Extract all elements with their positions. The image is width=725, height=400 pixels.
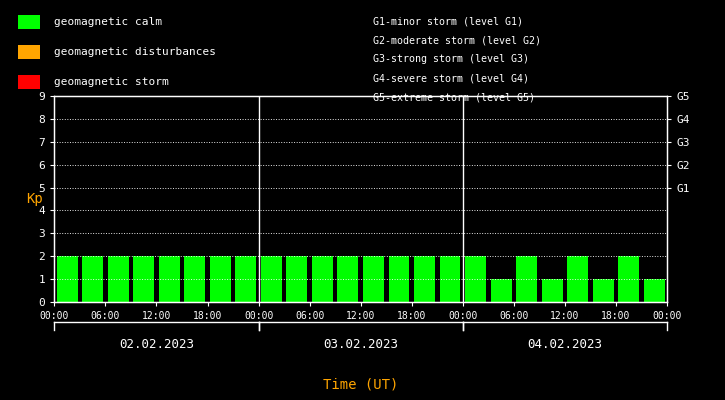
Bar <box>236 256 256 302</box>
Text: Time (UT): Time (UT) <box>323 378 398 392</box>
Text: G4-severe storm (level G4): G4-severe storm (level G4) <box>373 74 529 84</box>
Bar <box>133 256 154 302</box>
Text: G3-strong storm (level G3): G3-strong storm (level G3) <box>373 54 529 64</box>
Text: G1-minor storm (level G1): G1-minor storm (level G1) <box>373 16 523 26</box>
Bar <box>57 256 78 302</box>
Bar <box>542 279 563 302</box>
Bar <box>312 256 333 302</box>
Bar <box>465 256 486 302</box>
Text: 02.02.2023: 02.02.2023 <box>119 338 194 351</box>
Y-axis label: Kp: Kp <box>26 192 43 206</box>
Bar <box>82 256 103 302</box>
Bar <box>337 256 358 302</box>
Bar <box>159 256 180 302</box>
Text: 04.02.2023: 04.02.2023 <box>527 338 602 351</box>
Text: geomagnetic disturbances: geomagnetic disturbances <box>54 47 216 57</box>
Bar <box>491 279 512 302</box>
Text: G2-moderate storm (level G2): G2-moderate storm (level G2) <box>373 35 542 45</box>
Text: G5-extreme storm (level G5): G5-extreme storm (level G5) <box>373 93 535 103</box>
Bar <box>593 279 613 302</box>
Bar <box>414 256 435 302</box>
Bar <box>567 256 588 302</box>
Bar <box>261 256 282 302</box>
Text: geomagnetic calm: geomagnetic calm <box>54 17 162 27</box>
Bar <box>184 256 205 302</box>
Bar <box>389 256 410 302</box>
Text: 03.02.2023: 03.02.2023 <box>323 338 398 351</box>
Bar <box>644 279 665 302</box>
Text: geomagnetic storm: geomagnetic storm <box>54 77 169 87</box>
Bar <box>108 256 128 302</box>
Bar <box>363 256 384 302</box>
Bar <box>516 256 537 302</box>
Bar <box>210 256 231 302</box>
Bar <box>618 256 639 302</box>
Bar <box>439 256 460 302</box>
Bar <box>286 256 307 302</box>
